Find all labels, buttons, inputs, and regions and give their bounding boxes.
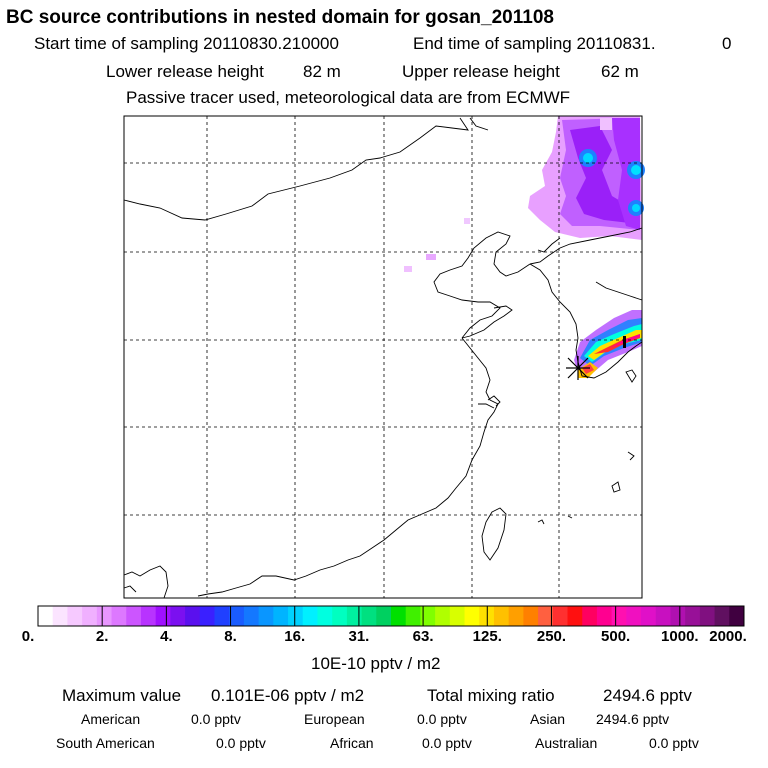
release-point [623, 336, 626, 348]
colorbar-swatch [288, 606, 304, 626]
colorbar-swatch [170, 606, 186, 626]
colorbar-swatch [582, 606, 598, 626]
region-value: 0.0 pptv [417, 711, 467, 727]
region-name: South American [56, 735, 155, 751]
colorbar-swatch [126, 606, 142, 626]
colorbar-swatch [655, 606, 671, 626]
tracer-note: Passive tracer used, meteorological data… [126, 88, 571, 107]
colorbar-swatch [714, 606, 730, 626]
colorbar-swatch [155, 606, 171, 626]
total-label: Total mixing ratio [427, 686, 555, 705]
region-name: European [304, 711, 365, 727]
colorbar [37, 605, 745, 627]
colorbar-ticks [101, 606, 681, 626]
colorbar-tick-label: 1000. [661, 628, 699, 645]
colorbar-tick-label: 250. [536, 628, 567, 645]
colorbar-swatch [199, 606, 215, 626]
colorbar-tick-label: 31. [348, 628, 370, 645]
colorbar-swatch [38, 606, 54, 626]
colorbar-swatch [140, 606, 157, 626]
colorbar-swatch [302, 606, 318, 626]
end-time-label: End time of sampling 20110831. [413, 34, 656, 53]
colorbar-swatch [449, 606, 466, 626]
colorbar-tick-label: 8. [224, 628, 237, 645]
coastlines [123, 117, 643, 599]
colorbar-swatch [391, 606, 407, 626]
colorbar-swatch [96, 606, 113, 626]
chart-title: BC source contributions in nested domain… [6, 7, 554, 28]
colorbar-swatch [67, 606, 83, 626]
colorbar-swatch [670, 606, 686, 626]
station-marker [566, 356, 590, 380]
region-name: American [81, 711, 141, 727]
colorbar-swatch [523, 606, 539, 626]
colorbar-swatch [552, 606, 568, 626]
colorbar-swatch [464, 606, 480, 626]
colorbar-tick-label: 16. [284, 628, 306, 645]
map-frame [123, 115, 643, 599]
colorbar-swatch [346, 606, 363, 626]
region-value: 0.0 pptv [216, 735, 266, 751]
colorbar-swatch [641, 606, 657, 626]
colorbar-swatch [273, 606, 289, 626]
region-value: 0.0 pptv [191, 711, 241, 727]
region-name: Australian [535, 735, 598, 751]
colorbar-swatch [538, 606, 554, 626]
colorbar-swatch [317, 606, 333, 626]
colorbar-frame [37, 605, 745, 627]
max-label: Maximum value [62, 686, 182, 705]
colorbar-tick-label: 125. [472, 628, 502, 645]
colorbar-swatch [361, 606, 377, 626]
lat-lon-grid [124, 116, 642, 598]
colorbar-swatch [611, 606, 627, 626]
colorbar-swatch [596, 606, 613, 626]
colorbar-swatch [685, 606, 701, 626]
region-value: 2494.6 pptv [596, 711, 670, 727]
colorbar-swatch [82, 606, 98, 626]
colorbar-tick-label: 2. [95, 628, 109, 645]
colorbar-swatch [493, 606, 510, 626]
colorbar-swatch [405, 606, 421, 626]
upper-height-value: 62 m [601, 62, 639, 81]
colorbar-swatch [420, 606, 436, 626]
start-time-label: Start time of sampling 20110830.210000 [34, 34, 339, 53]
plume-korea [574, 310, 642, 378]
colorbar-swatch [699, 606, 716, 626]
region-value: 0.0 pptv [649, 735, 699, 751]
colorbar-swatch [376, 606, 392, 626]
colorbar-swatch [626, 606, 642, 626]
colorbar-swatch [243, 606, 260, 626]
colorbar-tick-label: 2000. [709, 628, 747, 645]
colorbar-swatch [214, 606, 230, 626]
colorbar-swatch [435, 606, 451, 626]
colorbar-tick-label: 500. [601, 628, 631, 645]
lower-height-value: 82 m [303, 62, 341, 81]
max-value: 0.101E-06 pptv / m2 [211, 686, 365, 705]
colorbar-swatch [111, 606, 127, 626]
colorbar-swatch [508, 606, 524, 626]
colorbar-swatch [258, 606, 274, 626]
colorbar-tick-label: 63. [412, 628, 434, 645]
upper-height-label: Upper release height [402, 62, 560, 81]
region-name: Asian [530, 711, 566, 727]
colorbar-swatch [729, 606, 745, 626]
colorbar-swatch [567, 606, 583, 626]
plume-north [404, 116, 645, 272]
region-value: 0.0 pptv [422, 735, 472, 751]
colorbar-tick-label: 0. [21, 628, 35, 645]
units-label: 10E-10 pptv / m2 [311, 654, 441, 673]
end-time-value: 0 [722, 34, 732, 53]
colorbar-tick-label: 4. [160, 628, 173, 645]
lower-height-label: Lower release height [106, 62, 264, 81]
region-name: African [330, 735, 374, 751]
colorbar-swatch [185, 606, 201, 626]
colorbar-swatch [52, 606, 68, 626]
colorbar-swatch [332, 606, 348, 626]
total-value: 2494.6 pptv [603, 686, 692, 705]
colorbar-swatch [229, 606, 245, 626]
